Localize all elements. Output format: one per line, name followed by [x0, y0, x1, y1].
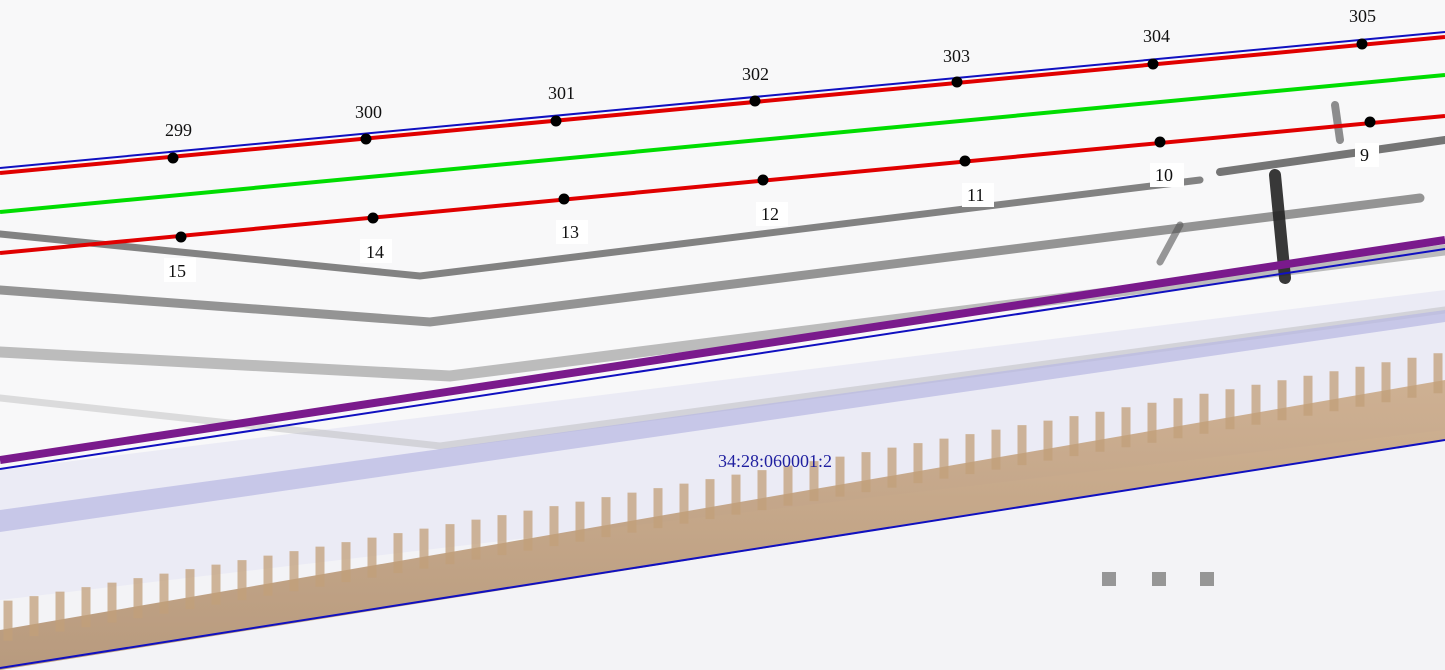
boundary-point[interactable]: 299 [165, 120, 192, 164]
blue-boundary-upper [0, 31, 1445, 169]
point-label: 12 [761, 204, 779, 224]
point-label: 14 [366, 242, 384, 262]
point-label: 304 [1143, 26, 1170, 46]
point-label: 301 [548, 83, 575, 103]
boundary-point[interactable]: 12 [756, 174, 788, 227]
parcel-label: 34:28:060001:2 [718, 451, 832, 471]
point-label: 303 [943, 46, 970, 66]
boundary-point[interactable]: 302 [742, 64, 769, 107]
point-label: 300 [355, 102, 382, 122]
point-label: 11 [967, 185, 984, 205]
boundary-point[interactable]: 303 [943, 46, 970, 88]
boundary-point[interactable]: 13 [556, 193, 588, 245]
point-label: 302 [742, 64, 769, 84]
upper-points: 299 300 301 302 303 304 305 [165, 6, 1376, 164]
red-boundary-upper [0, 35, 1445, 175]
purple-line [0, 236, 1445, 464]
boundary-point[interactable]: 10 [1150, 136, 1184, 188]
green-line [0, 73, 1445, 214]
lower-points: 15 14 13 12 11 10 9 [164, 116, 1379, 283]
point-label: 10 [1155, 165, 1173, 185]
boundary-point[interactable]: 15 [164, 231, 196, 283]
blue-boundary-middle [0, 248, 1445, 470]
blue-boundary-bottom [0, 439, 1445, 669]
boundary-point[interactable]: 305 [1349, 6, 1376, 50]
point-label: 13 [561, 222, 579, 242]
point-label: 305 [1349, 6, 1376, 26]
pale-blue-strip [0, 310, 1445, 532]
boundary-point[interactable]: 11 [959, 155, 995, 208]
boundary-point[interactable]: 14 [360, 212, 392, 264]
point-label: 299 [165, 120, 192, 140]
marker-squares [1102, 572, 1214, 586]
boundary-point[interactable]: 301 [548, 83, 575, 127]
point-label: 9 [1360, 145, 1369, 165]
red-boundary-lower [0, 114, 1445, 255]
embankment-band [0, 353, 1445, 670]
boundary-point[interactable]: 304 [1143, 26, 1170, 70]
boundary-point[interactable]: 9 [1355, 116, 1379, 168]
point-label: 15 [168, 261, 186, 281]
boundary-point[interactable]: 300 [355, 102, 382, 145]
